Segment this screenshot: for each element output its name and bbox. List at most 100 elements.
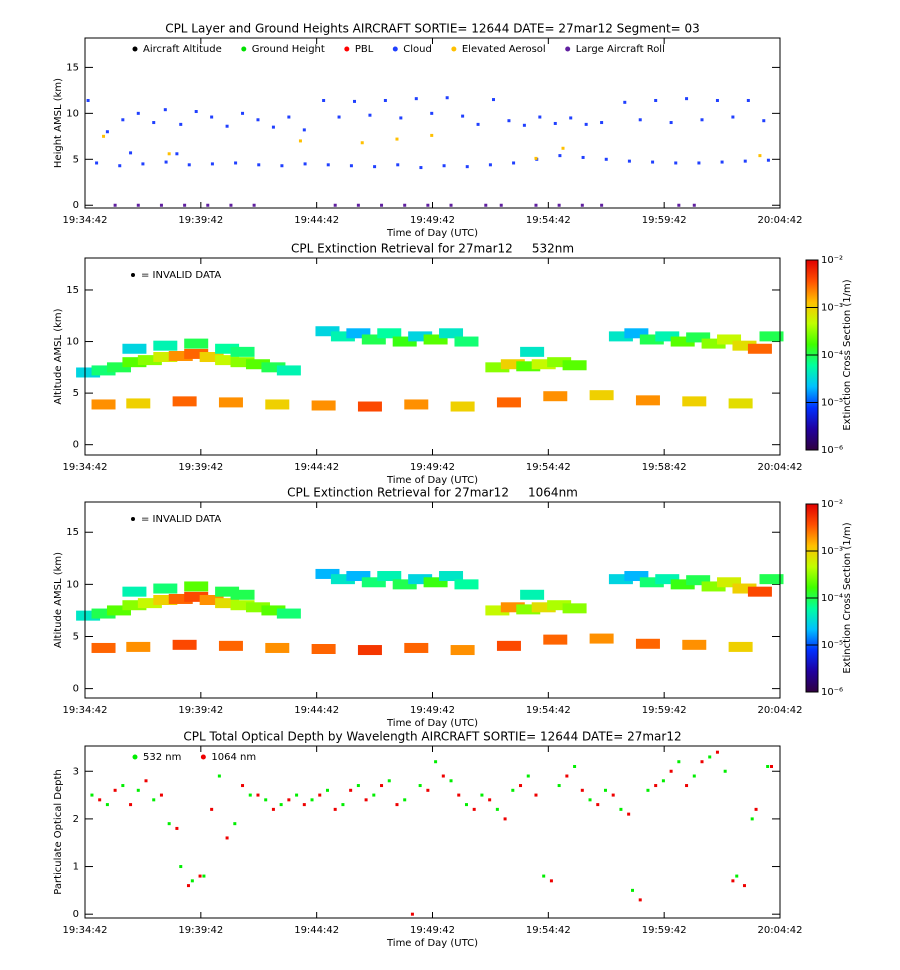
colorbar-tick-label: 10⁻⁴ <box>821 350 843 361</box>
heatmap-cell <box>361 334 386 345</box>
heatmap-cell <box>496 640 521 651</box>
data-point <box>356 784 360 788</box>
heatmap-cell <box>377 571 402 582</box>
heatmap-cell <box>404 399 429 410</box>
colorbar-tick-label: 10⁻² <box>821 255 843 266</box>
heatmap-cell <box>562 603 587 614</box>
heatmap-cell <box>172 396 197 407</box>
data-point <box>194 110 198 114</box>
x-tick-label: 19:59:42 <box>642 705 687 716</box>
x-tick-label: 19:58:42 <box>642 462 687 473</box>
heatmap-cell <box>91 399 116 410</box>
legend-label: Large Aircraft Roll <box>576 44 665 55</box>
data-point <box>113 203 117 207</box>
heatmap-cell <box>624 328 649 339</box>
legend-marker <box>565 46 571 52</box>
heatmap-cell <box>635 638 660 649</box>
data-point <box>770 764 774 768</box>
heatmap-cell <box>184 348 209 359</box>
heatmap-cell <box>450 401 475 412</box>
data-point <box>669 769 673 773</box>
heatmap-cell <box>547 357 572 368</box>
data-point <box>349 788 353 792</box>
x-tick-label: 19:34:42 <box>63 705 108 716</box>
heatmap-cell <box>357 645 382 656</box>
data-point <box>383 98 387 102</box>
data-point <box>558 154 562 158</box>
data-point <box>449 203 453 207</box>
data-point <box>735 874 739 878</box>
data-point <box>434 760 438 764</box>
data-point <box>627 159 631 163</box>
data-point <box>102 134 106 138</box>
data-point <box>480 793 484 797</box>
x-tick-label: 19:59:42 <box>642 215 687 226</box>
panel: CPL Total Optical Depth by Wavelength AI… <box>53 730 802 950</box>
data-point <box>561 146 565 150</box>
data-point <box>287 115 291 119</box>
heatmap-cell <box>265 642 290 653</box>
heatmap-cell <box>759 574 784 585</box>
colorbar-tick-label: 10⁻³ <box>821 546 843 557</box>
heatmap-cell <box>496 397 521 408</box>
data-point <box>271 807 275 811</box>
x-tick-label: 20:04:42 <box>758 462 803 473</box>
heatmap-cell <box>717 334 742 345</box>
x-axis-label: Time of Day (UTC) <box>386 228 478 239</box>
legend-marker <box>132 46 138 52</box>
data-point <box>241 111 245 115</box>
data-point <box>526 774 530 778</box>
data-point <box>484 203 488 207</box>
data-point <box>584 122 588 126</box>
heatmap-cell <box>655 574 680 585</box>
heatmap-cell <box>589 390 614 401</box>
data-point <box>186 884 190 888</box>
data-point <box>380 203 384 207</box>
legend-marker <box>344 46 350 52</box>
heatmap-cell <box>485 605 510 616</box>
colorbar-tick-label: 10⁻⁶ <box>821 687 843 698</box>
data-point <box>152 121 156 125</box>
data-point <box>360 141 364 145</box>
heatmap-cell <box>531 602 556 613</box>
data-point <box>325 788 329 792</box>
heatmap-cell <box>76 610 101 621</box>
data-point <box>512 161 516 165</box>
chart-title: CPL Extinction Retrieval for 27mar12 106… <box>287 486 578 500</box>
data-point <box>256 793 260 797</box>
data-point <box>264 798 268 802</box>
heatmap-cell <box>608 574 633 585</box>
heatmap-cell <box>126 398 151 409</box>
data-point <box>234 161 238 165</box>
data-point <box>674 161 678 165</box>
data-point <box>364 798 368 802</box>
plot-frame <box>84 501 781 699</box>
heatmap-cell <box>172 639 197 650</box>
x-tick-label: 19:54:42 <box>526 215 571 226</box>
data-point <box>534 793 538 797</box>
x-tick-label: 19:54:42 <box>526 705 571 716</box>
heatmap-cell <box>311 644 336 654</box>
legend-marker <box>451 46 457 52</box>
heatmap-cell <box>122 600 147 611</box>
heatmap-cell <box>311 400 336 411</box>
heatmap-cell <box>624 571 649 582</box>
data-point <box>356 203 360 207</box>
heatmap-cell <box>377 328 402 339</box>
heatmap-cell <box>682 396 707 407</box>
data-point <box>159 203 163 207</box>
data-point <box>503 817 507 821</box>
data-point <box>248 793 252 797</box>
data-point <box>534 156 538 160</box>
data-point <box>445 96 449 100</box>
data-point <box>464 803 468 807</box>
data-point <box>430 133 434 137</box>
annotation-marker <box>131 517 135 521</box>
colorbar-label: Extinction Cross Section (1/m) <box>842 279 853 430</box>
data-point <box>449 779 453 783</box>
plot-frame <box>84 257 781 456</box>
data-point <box>708 755 712 759</box>
heatmap-cell <box>543 634 568 645</box>
data-point <box>766 158 770 162</box>
y-tick-label: 3 <box>73 766 79 777</box>
